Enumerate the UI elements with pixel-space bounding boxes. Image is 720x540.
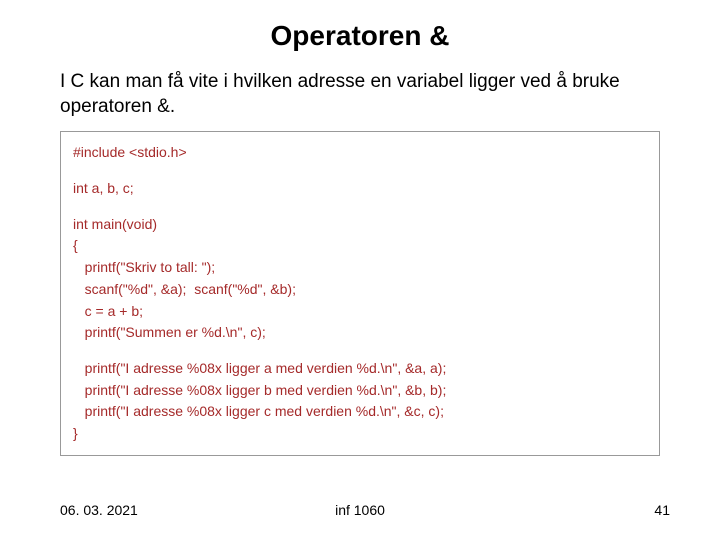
code-line: printf("I adresse %08x ligger b med verd… xyxy=(73,380,647,402)
code-line: int main(void) xyxy=(73,214,647,236)
slide-footer: 06. 03. 2021 inf 1060 41 xyxy=(40,502,680,518)
code-line: int a, b, c; xyxy=(73,178,647,200)
slide-description: I C kan man få vite i hvilken adresse en… xyxy=(60,70,660,119)
code-line: } xyxy=(73,423,647,445)
code-line: printf("Skriv to tall: "); xyxy=(73,257,647,279)
code-line: printf("I adresse %08x ligger a med verd… xyxy=(73,358,647,380)
code-line: scanf("%d", &a); scanf("%d", &b); xyxy=(73,279,647,301)
footer-course: inf 1060 xyxy=(335,502,385,518)
code-blank xyxy=(73,200,647,214)
code-line: printf("Summen er %d.\n", c); xyxy=(73,322,647,344)
slide-title: Operatoren & xyxy=(40,20,680,52)
code-line: c = a + b; xyxy=(73,301,647,323)
code-line: printf("I adresse %08x ligger c med verd… xyxy=(73,401,647,423)
code-line: { xyxy=(73,235,647,257)
code-blank xyxy=(73,164,647,178)
footer-date: 06. 03. 2021 xyxy=(60,502,138,518)
code-line: #include <stdio.h> xyxy=(73,142,647,164)
code-block: #include <stdio.h> int a, b, c; int main… xyxy=(60,131,660,455)
code-blank xyxy=(73,344,647,358)
footer-page: 41 xyxy=(654,502,670,518)
